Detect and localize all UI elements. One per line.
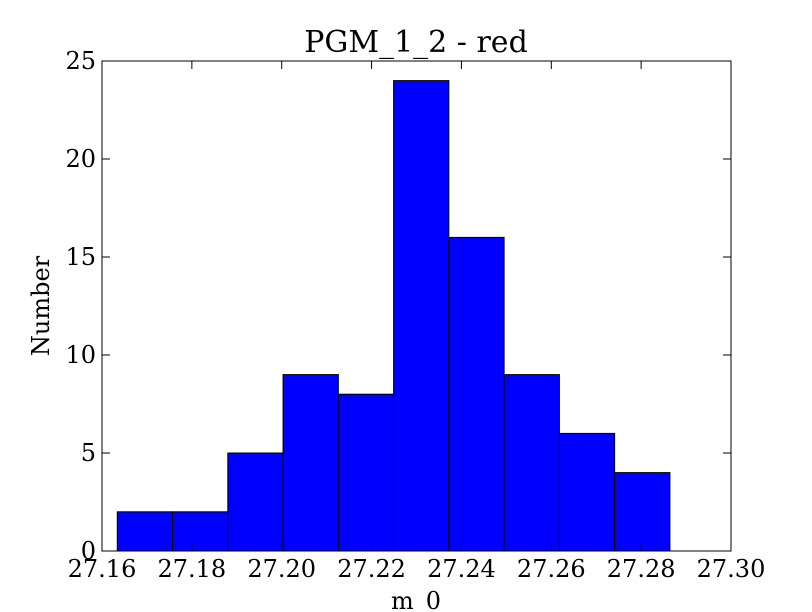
chart-title: PGM_1_2 - red bbox=[304, 25, 528, 60]
bar bbox=[558, 432, 616, 552]
x-tick-label: 27.26 bbox=[517, 555, 586, 583]
x-tick-label: 27.24 bbox=[427, 555, 496, 583]
y-tick-label: 5 bbox=[81, 439, 96, 467]
x-tick-label: 27.28 bbox=[607, 555, 676, 583]
bar bbox=[448, 236, 505, 552]
x-tick-label: 27.18 bbox=[157, 555, 226, 583]
bar bbox=[393, 80, 450, 552]
x-tick-label: 27.16 bbox=[68, 555, 137, 583]
x-tick-label: 27.30 bbox=[697, 555, 766, 583]
y-tick-label: 0 bbox=[81, 537, 96, 565]
y-tick-label: 15 bbox=[65, 243, 96, 271]
plot-frame bbox=[101, 60, 732, 552]
bar bbox=[227, 452, 284, 552]
x-tick-label: 27.20 bbox=[247, 555, 316, 583]
y-tick-label: 25 bbox=[65, 47, 96, 75]
y-tick-label: 20 bbox=[65, 145, 96, 173]
bar bbox=[503, 374, 560, 552]
bar bbox=[614, 472, 671, 552]
x-axis-label: m_0 bbox=[391, 587, 441, 612]
y-axis-label: Number bbox=[27, 255, 55, 356]
bar bbox=[172, 511, 229, 552]
y-tick-label: 10 bbox=[65, 341, 96, 369]
x-tick-label: 27.22 bbox=[337, 555, 406, 583]
bar bbox=[116, 511, 174, 552]
bar bbox=[282, 374, 339, 552]
bar bbox=[337, 393, 395, 552]
